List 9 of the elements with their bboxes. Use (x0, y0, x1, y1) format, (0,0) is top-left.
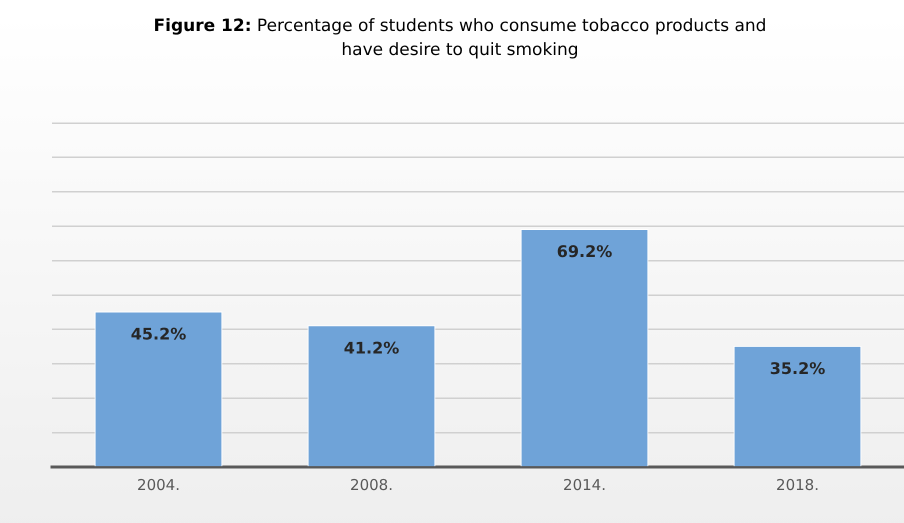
chart-title: Figure 12: Percentage of students who consume tobacco products and have desire to quit smoking (154, 16, 766, 60)
x-tick-label: 2014. (563, 476, 606, 494)
x-tick-label: 2008. (350, 476, 393, 494)
data-label: 41.2% (344, 338, 400, 358)
data-label: 45.2% (130, 324, 186, 344)
data-label: 35.2% (770, 359, 826, 378)
x-tick-label: 2004. (137, 476, 180, 494)
data-label: 69.2% (556, 242, 612, 262)
x-tick-label: 2018. (776, 476, 819, 494)
